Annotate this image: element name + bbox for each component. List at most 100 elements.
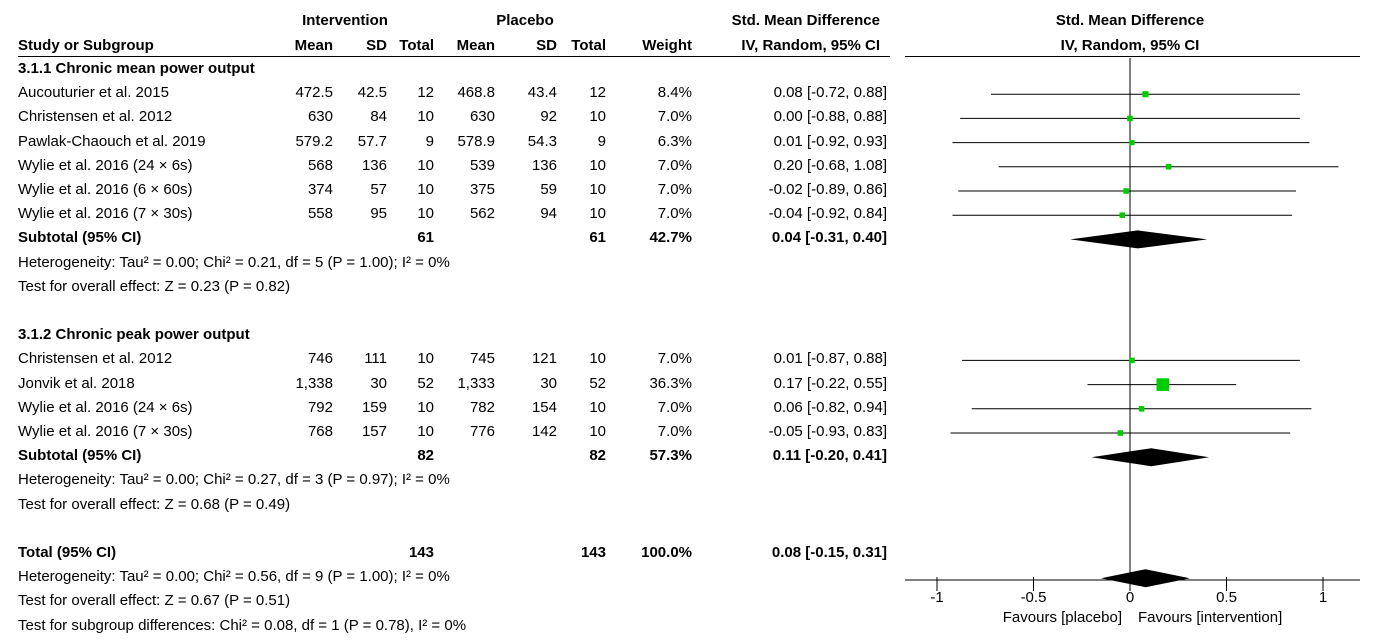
subtotal-total2: 61	[589, 229, 606, 247]
group1-header: Intervention	[302, 12, 388, 29]
statistics-note: Test for overall effect: Z = 0.68 (P = 0…	[18, 495, 291, 513]
pooled-estimate-diamond	[1091, 448, 1210, 467]
study-ci: 0.00 [-0.88, 0.88]	[773, 108, 887, 126]
study-ci: 0.20 [-0.68, 1.08]	[773, 156, 887, 174]
study-mean2: 468.8	[457, 84, 495, 102]
study-sd1: 157	[361, 423, 387, 440]
study-mean2: 782	[469, 398, 495, 416]
study-name: Wylie et al. 2016 (6 × 60s)	[18, 181, 193, 198]
pooled-estimate-diamond	[1070, 230, 1208, 249]
col-weight-header: Weight	[642, 37, 692, 54]
subgroup-heading: 3.1.1 Chronic mean power output	[18, 60, 255, 77]
subtotal-total2: 82	[589, 447, 606, 465]
study-sd2: 43.4	[527, 84, 557, 102]
study-name: Wylie et al. 2016 (24 × 6s)	[18, 156, 193, 174]
total-total1: 143	[408, 544, 434, 561]
study-sd1: 136	[361, 156, 387, 174]
x-tick-label: 1	[1319, 589, 1327, 606]
study-total2: 10	[589, 108, 606, 126]
study-mean2: 745	[469, 350, 495, 368]
point-estimate-marker	[1156, 378, 1170, 391]
subtotal-ci: 0.04 [-0.31, 0.40]	[771, 229, 887, 247]
study-total1: 12	[417, 84, 434, 102]
study-mean2: 578.9	[457, 132, 495, 150]
study-name: Christensen et al. 2012	[18, 108, 173, 126]
study-ci: -0.02 [-0.89, 0.86]	[768, 181, 887, 198]
statistics-note: Heterogeneity: Tau² = 0.00; Chi² = 0.27,…	[18, 471, 450, 489]
point-estimate-marker	[1138, 406, 1145, 412]
col-mean1-header: Mean	[294, 37, 333, 54]
study-total2: 52	[589, 374, 606, 392]
study-ci: 0.17 [-0.22, 0.55]	[773, 374, 887, 392]
favours-right-label: Favours [intervention]	[1138, 609, 1282, 626]
study-ci: 0.06 [-0.82, 0.94]	[773, 398, 887, 416]
statistics-note: Test for overall effect: Z = 0.67 (P = 0…	[18, 592, 291, 610]
study-mean1: 792	[307, 398, 333, 416]
study-sd1: 42.5	[357, 84, 387, 102]
study-mean1: 746	[307, 350, 333, 368]
study-weight: 8.4%	[657, 84, 692, 102]
study-mean2: 1,333	[457, 374, 495, 392]
study-name: Wylie et al. 2016 (7 × 30s)	[18, 423, 193, 440]
study-total2: 10	[589, 205, 606, 223]
study-mean1: 472.5	[295, 84, 333, 102]
study-sd1: 95	[370, 205, 387, 223]
col-mean2-header: Mean	[456, 37, 495, 54]
total-ci: 0.08 [-0.15, 0.31]	[771, 544, 887, 561]
study-sd2: 142	[531, 423, 557, 440]
study-sd1: 111	[364, 350, 387, 368]
study-weight: 36.3%	[649, 374, 692, 392]
statistics-note: Heterogeneity: Tau² = 0.00; Chi² = 0.21,…	[18, 253, 450, 271]
subtotal-name: Subtotal (95% CI)	[18, 229, 142, 247]
plot-header-title: Std. Mean Difference	[1055, 12, 1205, 29]
study-name: Aucouturier et al. 2015	[18, 84, 169, 102]
study-sd2: 154	[531, 398, 557, 416]
study-mean2: 562	[469, 205, 495, 223]
study-mean1: 1,338	[295, 374, 333, 392]
effect-header-sub: IV, Random, 95% CI	[741, 37, 880, 54]
study-sd1: 159	[361, 398, 387, 416]
group2-header: Placebo	[496, 12, 554, 29]
point-estimate-marker	[1117, 430, 1124, 436]
study-name: Jonvik et al. 2018	[18, 374, 135, 392]
col-sd1-header: SD	[366, 37, 387, 54]
study-total1: 9	[425, 132, 434, 150]
subgroup-heading: 3.1.2 Chronic peak power output	[18, 326, 250, 344]
study-total1: 10	[417, 423, 434, 440]
study-sd2: 59	[540, 181, 557, 198]
study-total1: 10	[417, 181, 434, 198]
study-sd1: 57.7	[357, 132, 387, 150]
statistics-note: Heterogeneity: Tau² = 0.00; Chi² = 0.56,…	[18, 568, 450, 586]
point-estimate-marker	[1123, 188, 1129, 194]
subtotal-total1: 82	[417, 447, 434, 465]
subtotal-weight: 42.7%	[649, 229, 692, 247]
study-mean1: 568	[307, 156, 333, 174]
study-sd2: 136	[531, 156, 557, 174]
study-sd2: 30	[540, 374, 557, 392]
study-mean1: 630	[307, 108, 333, 126]
subtotal-ci: 0.11 [-0.20, 0.41]	[772, 447, 887, 465]
study-mean2: 539	[469, 156, 495, 174]
plot-header-sub: IV, Random, 95% CI	[1060, 37, 1200, 54]
study-name: Pawlak-Chaouch et al. 2019	[18, 132, 206, 150]
study-weight: 7.0%	[657, 423, 692, 440]
study-total2: 10	[589, 350, 606, 368]
header-rule-plot	[905, 56, 1360, 57]
study-weight: 6.3%	[657, 132, 692, 150]
subtotal-weight: 57.3%	[649, 447, 692, 465]
study-weight: 7.0%	[657, 181, 692, 198]
study-mean2: 776	[469, 423, 495, 440]
study-mean1: 579.2	[295, 132, 333, 150]
study-ci: 0.08 [-0.72, 0.88]	[773, 84, 887, 102]
point-estimate-marker	[1165, 164, 1172, 170]
effect-header-title: Std. Mean Difference	[731, 12, 880, 29]
study-total1: 10	[417, 205, 434, 223]
statistics-note: Test for subgroup differences: Chi² = 0.…	[18, 616, 467, 634]
point-estimate-marker	[1127, 115, 1133, 122]
study-total2: 12	[589, 84, 606, 102]
study-ci: -0.04 [-0.92, 0.84]	[768, 205, 887, 223]
x-tick-label: -0.5	[1021, 589, 1047, 606]
header-rule-table	[18, 56, 890, 57]
subtotal-name: Subtotal (95% CI)	[18, 447, 142, 465]
